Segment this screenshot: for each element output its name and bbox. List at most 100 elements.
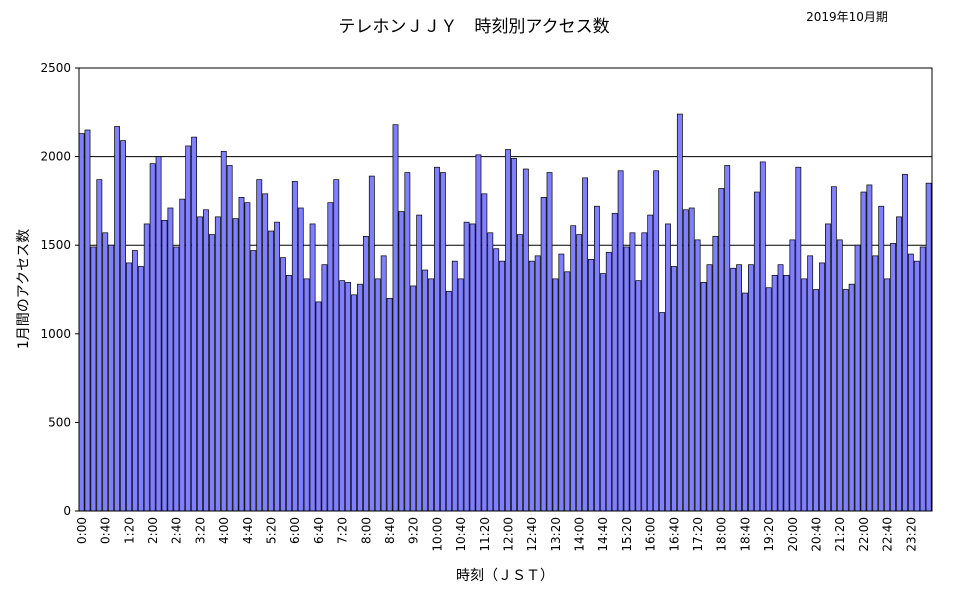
- bar-6: [114, 126, 121, 512]
- x-tick-label: 14:00: [573, 517, 587, 552]
- x-tick-label: 12:40: [525, 517, 539, 552]
- bar-40: [315, 301, 322, 512]
- x-tick-label: 22:40: [881, 517, 895, 552]
- bar-141: [913, 260, 920, 512]
- bar-82: [564, 271, 571, 512]
- bar-16: [173, 246, 180, 512]
- bar-1: [84, 129, 91, 512]
- bar-88: [599, 273, 606, 512]
- bar-56: [410, 285, 417, 512]
- bar-30: [256, 179, 263, 512]
- bar-96: [647, 214, 654, 512]
- bar-72: [505, 149, 511, 512]
- bar-23: [214, 216, 221, 512]
- x-tick-label: 16:00: [644, 517, 658, 552]
- y-tick-label: 2500: [40, 61, 71, 75]
- bar-136: [884, 278, 891, 512]
- x-axis-title: 時刻（ＪＳＴ）: [456, 568, 554, 584]
- bar-105: [700, 282, 707, 512]
- bar-13: [155, 156, 162, 512]
- bar-41: [321, 264, 328, 512]
- bar-15: [167, 207, 174, 512]
- x-tick-label: 2:00: [146, 517, 160, 544]
- bar-87: [594, 205, 600, 512]
- bar-139: [902, 173, 908, 512]
- bar-12: [149, 163, 156, 512]
- bar-118: [777, 264, 784, 512]
- bar-124: [813, 289, 820, 512]
- y-tick-label: 1500: [40, 238, 71, 252]
- bar-100: [671, 266, 677, 512]
- x-tick-label: 20:40: [809, 517, 823, 552]
- bar-112: [742, 292, 748, 512]
- bar-84: [576, 234, 583, 512]
- bar-series: [78, 113, 932, 512]
- bar-43: [333, 179, 340, 512]
- bar-137: [890, 243, 897, 512]
- bar-80: [552, 278, 559, 512]
- bar-8: [126, 262, 132, 512]
- x-tick-label: 9:20: [407, 517, 421, 544]
- bar-74: [516, 234, 523, 512]
- bar-109: [724, 165, 731, 512]
- bar-81: [558, 253, 565, 512]
- bar-34: [280, 257, 286, 512]
- x-tick-label: 18:40: [738, 517, 752, 552]
- bar-117: [771, 274, 778, 512]
- bar-129: [842, 289, 849, 512]
- bar-90: [611, 212, 618, 512]
- x-tick-label: 14:40: [596, 517, 610, 552]
- bar-57: [416, 214, 423, 512]
- bar-50: [374, 278, 381, 512]
- x-tick-label: 12:00: [501, 517, 515, 552]
- x-tick-label: 2:40: [170, 517, 184, 544]
- x-tick-label: 23:20: [904, 517, 918, 552]
- bar-35: [285, 274, 292, 512]
- plot-area-frame: [78, 67, 933, 512]
- bar-106: [706, 264, 713, 512]
- bar-27: [238, 197, 245, 512]
- bar-103: [688, 207, 695, 512]
- bar-29: [250, 250, 257, 512]
- bar-67: [475, 154, 482, 512]
- bar-138: [896, 216, 902, 512]
- bar-133: [866, 184, 873, 512]
- x-tick-label: 6:00: [288, 517, 302, 544]
- bar-14: [161, 220, 168, 512]
- bar-83: [570, 225, 577, 512]
- bar-59: [428, 278, 434, 512]
- bar-130: [848, 283, 855, 512]
- bar-143: [925, 182, 932, 512]
- bar-104: [694, 239, 701, 512]
- x-tick-label: 10:40: [454, 517, 468, 552]
- bar-11: [143, 223, 150, 512]
- bar-24: [220, 150, 227, 512]
- bar-73: [511, 158, 517, 512]
- x-tick-label: 13:20: [549, 517, 563, 552]
- x-tick-label: 3:20: [193, 517, 207, 544]
- bar-20: [197, 216, 203, 512]
- bar-121: [795, 166, 802, 512]
- y-tick-label: 2000: [40, 150, 71, 164]
- x-tick-label: 19:20: [762, 517, 776, 552]
- bar-28: [244, 202, 251, 512]
- bar-31: [262, 193, 269, 512]
- x-tick-label: 15:20: [620, 517, 634, 552]
- bar-33: [274, 221, 280, 512]
- x-tick-label: 17:20: [691, 517, 705, 552]
- x-tick-label: 0:40: [99, 517, 113, 544]
- x-tick-label: 20:00: [786, 517, 800, 552]
- x-tick-label: 10:00: [430, 517, 444, 552]
- bar-131: [854, 244, 861, 512]
- x-tick-label: 18:00: [715, 517, 729, 552]
- bar-64: [457, 278, 464, 512]
- bar-113: [748, 264, 754, 512]
- x-tick-label: 8:40: [383, 517, 397, 544]
- bar-76: [528, 260, 535, 512]
- bar-66: [469, 223, 476, 512]
- bar-10: [137, 266, 144, 512]
- x-tick-label: 4:00: [217, 517, 231, 544]
- bar-32: [268, 230, 275, 512]
- bar-58: [422, 269, 429, 512]
- bar-26: [232, 218, 239, 512]
